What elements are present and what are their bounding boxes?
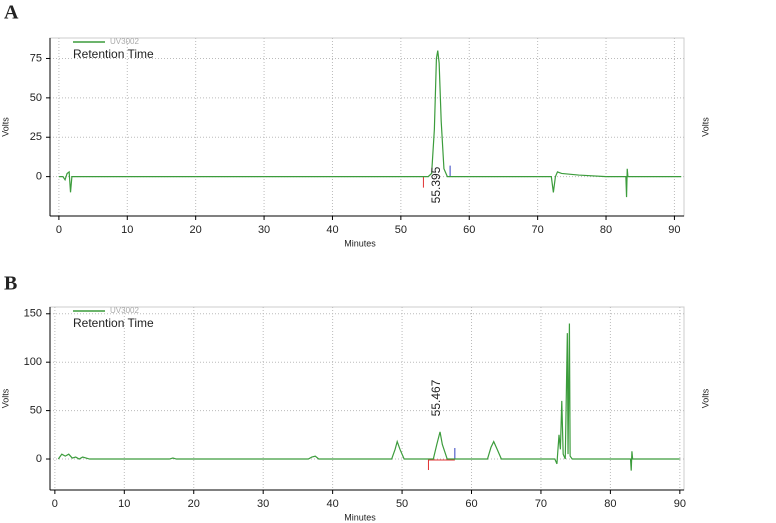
y-tick-label: 0 (36, 171, 42, 183)
x-tick-label: 90 (668, 224, 680, 236)
x-tick-label: 0 (52, 498, 58, 510)
subtitle: Retention Time (73, 47, 154, 61)
trace (58, 50, 682, 198)
peak-label: 55.467 (429, 379, 443, 416)
y-tick-label: 50 (30, 405, 42, 417)
y-tick-label: 75 (30, 52, 42, 64)
peak-label: 55.395 (429, 166, 443, 203)
plot-frame (49, 37, 685, 217)
y2-axis-title: Volts (700, 117, 710, 137)
y-tick-label: 50 (30, 92, 42, 104)
plot-frame (49, 306, 685, 491)
x-tick-label: 90 (674, 498, 686, 510)
x-tick-label: 10 (118, 498, 130, 510)
legend-label: UV3002 (110, 306, 139, 315)
x-tick-label: 70 (535, 498, 547, 510)
x-tick-label: 20 (190, 224, 202, 236)
y2-axis-title: Volts (700, 388, 710, 408)
x-tick-label: 30 (257, 498, 269, 510)
trace (57, 323, 680, 471)
panel-letter: A (4, 2, 19, 24)
legend-label: UV3002 (110, 37, 139, 46)
x-tick-label: 80 (600, 224, 612, 236)
x-tick-label: 10 (121, 224, 133, 236)
x-tick-label: 60 (465, 498, 477, 510)
x-tick-label: 20 (188, 498, 200, 510)
x-tick-label: 70 (532, 224, 544, 236)
x-tick-label: 80 (604, 498, 616, 510)
x-axis-title: Minutes (344, 238, 376, 248)
y-tick-label: 25 (30, 131, 42, 143)
x-tick-label: 60 (463, 224, 475, 236)
x-tick-label: 40 (326, 224, 338, 236)
x-tick-label: 40 (327, 498, 339, 510)
subtitle: Retention Time (73, 316, 154, 330)
x-axis-title: Minutes (344, 512, 376, 522)
y-axis-title: Volts (0, 117, 10, 137)
x-tick-label: 50 (396, 498, 408, 510)
x-tick-label: 50 (395, 224, 407, 236)
x-tick-label: 30 (258, 224, 270, 236)
y-tick-label: 0 (36, 453, 42, 465)
x-tick-label: 0 (56, 224, 62, 236)
y-axis-title: Volts (0, 388, 10, 408)
panel-letter: B (4, 273, 17, 295)
y-tick-label: 100 (24, 356, 42, 368)
y-tick-label: 150 (24, 308, 42, 320)
